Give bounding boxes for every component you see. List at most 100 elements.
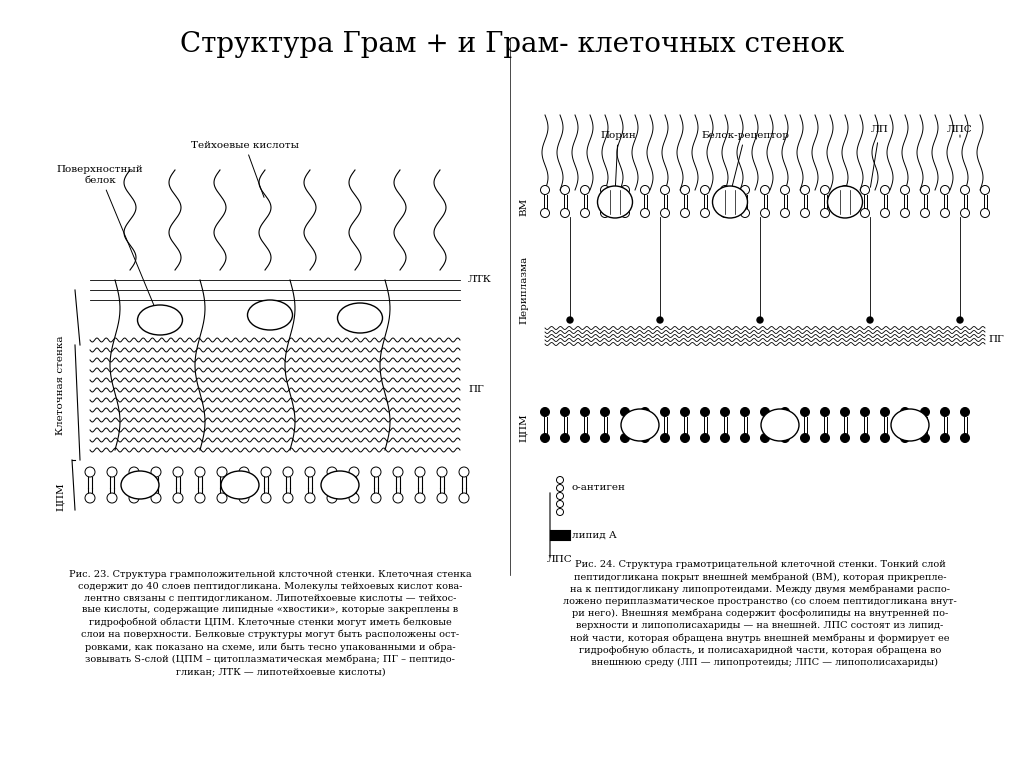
Circle shape [556, 501, 563, 508]
Circle shape [151, 493, 161, 503]
Circle shape [721, 407, 729, 416]
Circle shape [129, 493, 139, 503]
Text: ЛПС: ЛПС [547, 555, 572, 565]
Circle shape [940, 186, 949, 195]
Circle shape [349, 467, 359, 477]
Circle shape [780, 209, 790, 218]
Circle shape [393, 493, 403, 503]
Circle shape [981, 186, 989, 195]
Circle shape [820, 186, 829, 195]
Text: Рис. 23. Структура грамположительной клcточной стенки. Клеточная стенка
содержит: Рис. 23. Структура грамположительной клc… [69, 570, 471, 676]
Circle shape [881, 407, 890, 416]
Circle shape [860, 209, 869, 218]
Circle shape [757, 317, 763, 323]
Text: липид А: липид А [572, 531, 616, 539]
Circle shape [841, 209, 850, 218]
Circle shape [415, 493, 425, 503]
Circle shape [600, 433, 609, 443]
Circle shape [217, 467, 227, 477]
Circle shape [700, 186, 710, 195]
Circle shape [581, 407, 590, 416]
Circle shape [415, 467, 425, 477]
Circle shape [560, 186, 569, 195]
Circle shape [541, 209, 550, 218]
Circle shape [740, 186, 750, 195]
Text: ЦПМ: ЦПМ [56, 482, 65, 512]
Circle shape [556, 509, 563, 515]
Text: ПГ: ПГ [988, 335, 1004, 344]
Circle shape [921, 433, 930, 443]
Circle shape [621, 407, 630, 416]
Circle shape [860, 186, 869, 195]
Circle shape [560, 407, 569, 416]
Circle shape [981, 209, 989, 218]
Circle shape [900, 433, 909, 443]
Circle shape [780, 433, 790, 443]
Circle shape [305, 493, 315, 503]
Text: ЦПМ: ЦПМ [519, 413, 528, 443]
Circle shape [660, 209, 670, 218]
Circle shape [841, 407, 850, 416]
Circle shape [921, 209, 930, 218]
Text: о-антиген: о-антиген [572, 483, 626, 492]
Circle shape [740, 407, 750, 416]
Circle shape [681, 407, 689, 416]
Ellipse shape [597, 186, 633, 218]
Ellipse shape [761, 409, 799, 441]
Circle shape [660, 186, 670, 195]
Text: Белок-рецептор: Белок-рецептор [701, 130, 790, 193]
Circle shape [940, 433, 949, 443]
Text: Структура Грам + и Грам- клеточных стенок: Структура Грам + и Грам- клеточных стено… [180, 31, 844, 58]
Circle shape [640, 407, 649, 416]
Circle shape [85, 467, 95, 477]
Ellipse shape [338, 303, 383, 333]
Circle shape [600, 407, 609, 416]
Circle shape [961, 407, 970, 416]
Circle shape [740, 209, 750, 218]
Circle shape [721, 209, 729, 218]
Text: ПГ: ПГ [468, 386, 483, 394]
Circle shape [556, 492, 563, 499]
Ellipse shape [891, 409, 929, 441]
Circle shape [567, 317, 573, 323]
Circle shape [780, 407, 790, 416]
Circle shape [761, 209, 769, 218]
Circle shape [640, 433, 649, 443]
Circle shape [761, 433, 769, 443]
Circle shape [283, 467, 293, 477]
Circle shape [600, 186, 609, 195]
Circle shape [820, 433, 829, 443]
Ellipse shape [137, 305, 182, 335]
Circle shape [459, 493, 469, 503]
Circle shape [85, 493, 95, 503]
Circle shape [195, 467, 205, 477]
Circle shape [801, 209, 810, 218]
Circle shape [621, 433, 630, 443]
Circle shape [640, 209, 649, 218]
Circle shape [900, 209, 909, 218]
Circle shape [560, 209, 569, 218]
Circle shape [780, 186, 790, 195]
Circle shape [621, 209, 630, 218]
Circle shape [106, 493, 117, 503]
Circle shape [841, 433, 850, 443]
Circle shape [957, 317, 963, 323]
Circle shape [371, 467, 381, 477]
Circle shape [327, 493, 337, 503]
Circle shape [841, 186, 850, 195]
Text: ЛП: ЛП [871, 126, 889, 134]
Circle shape [541, 433, 550, 443]
Circle shape [640, 186, 649, 195]
Circle shape [700, 209, 710, 218]
Ellipse shape [321, 471, 359, 499]
Circle shape [820, 209, 829, 218]
Circle shape [541, 186, 550, 195]
Circle shape [801, 186, 810, 195]
Circle shape [217, 493, 227, 503]
Circle shape [881, 209, 890, 218]
Ellipse shape [221, 471, 259, 499]
Circle shape [556, 476, 563, 483]
Circle shape [437, 467, 447, 477]
Ellipse shape [827, 186, 862, 218]
Circle shape [195, 493, 205, 503]
